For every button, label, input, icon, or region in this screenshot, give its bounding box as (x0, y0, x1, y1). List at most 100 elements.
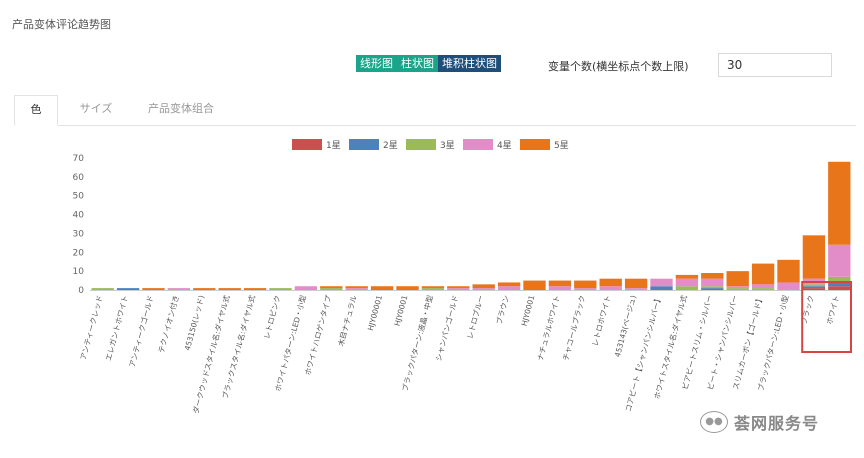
bar-segment (193, 288, 216, 290)
legend-swatch (406, 139, 436, 150)
bar-segment (675, 278, 699, 287)
bar-segment (650, 278, 673, 287)
bar-segment (167, 288, 191, 290)
bar-segment (751, 263, 775, 285)
bar-segment (650, 286, 673, 290)
bar-segment (599, 286, 622, 290)
bar-segment (269, 288, 292, 290)
bar-segment (802, 235, 826, 279)
y-tick-label: 10 (73, 267, 85, 277)
x-tick-label: 453143(ベージュ) (613, 294, 638, 358)
x-tick-label: ナチュラルホワイト (536, 294, 562, 362)
legend-swatch (349, 139, 379, 150)
legend-swatch (520, 139, 550, 150)
bar-segment (675, 286, 699, 290)
bar-segment (574, 280, 597, 289)
y-tick-label: 0 (78, 286, 84, 296)
chart-type-toggle: 线形图 柱状图 堆积柱状图 (356, 55, 501, 72)
bar-segment (497, 286, 521, 290)
bar-segment (574, 288, 597, 290)
bar-segment (523, 280, 546, 290)
stacked-bar-chart-button[interactable]: 堆积柱状图 (438, 55, 501, 72)
x-tick-label: ホワイト (825, 294, 841, 325)
bar-segment (294, 286, 318, 290)
y-tick-label: 70 (73, 154, 85, 164)
legend-label: 4星 (497, 140, 512, 151)
bar-segment (802, 284, 826, 287)
bar-segment (726, 271, 749, 287)
x-tick-label: エレガントホワイト (103, 294, 130, 362)
variant-tabs: 色 サイズ 产品变体组合 (14, 95, 856, 126)
x-tick-label: 木目ナチュラル (335, 293, 358, 347)
bar-segment (345, 286, 368, 289)
x-tick-label: チャコールブラック (560, 294, 587, 362)
x-tick-label: ブラック (798, 294, 815, 326)
tab-variant-combination[interactable]: 产品变体组合 (148, 102, 214, 115)
bar-segment (472, 288, 495, 290)
tab-color[interactable]: 色 (14, 95, 58, 126)
bar-segment (421, 288, 445, 290)
line-chart-button[interactable]: 线形图 (356, 55, 397, 72)
bar-segment (447, 288, 470, 290)
wechat-icon: ●● (700, 411, 728, 433)
bar-segment (828, 276, 851, 283)
tab-size[interactable]: サイズ (79, 102, 113, 115)
bar-segment (370, 286, 394, 290)
bar-segment (320, 286, 343, 289)
bar-segment (421, 286, 445, 289)
bar-segment (701, 273, 724, 279)
legend-swatch (292, 139, 322, 150)
bar-segment (726, 288, 749, 290)
x-tick-label: HJY0001 (393, 294, 410, 327)
bar-segment (701, 278, 724, 287)
page-title: 产品变体评论趋势图 (12, 18, 111, 31)
x-tick-label: ブラウン (494, 294, 511, 326)
bar-segment (726, 286, 749, 289)
bar-segment (624, 288, 648, 290)
bar-segment (142, 288, 165, 290)
bar-segment (751, 284, 775, 289)
bar-segment (497, 282, 521, 287)
x-tick-label: HJY0001 (520, 294, 537, 327)
bar-segment (828, 282, 851, 287)
y-tick-label: 30 (73, 229, 85, 239)
bar-segment (701, 286, 724, 289)
bar-chart-button[interactable]: 柱状图 (397, 55, 438, 72)
x-tick-label: アンティークレッド (79, 294, 105, 361)
legend-swatch (463, 139, 493, 150)
highlight-box (801, 281, 853, 353)
bar-segment (599, 278, 622, 287)
bar-segment (396, 286, 419, 290)
bar-segment (91, 288, 114, 290)
bar-segment (345, 288, 368, 290)
bar-segment (675, 274, 699, 279)
variable-count-label: 变量个数(横坐标点个数上限) (548, 60, 689, 73)
legend-label: 2星 (383, 140, 398, 151)
x-tick-label: レトロピンク (262, 294, 282, 340)
bar-segment (218, 288, 241, 290)
bar-segment (701, 288, 724, 290)
bar-segment (828, 161, 851, 245)
x-tick-label: テクノイオン付き (156, 294, 181, 354)
x-tick-label: HJY00001 (366, 294, 384, 332)
x-tick-label: ホワイトハロゲンタイプ (303, 294, 333, 377)
x-tick-label: シャンパンゴールド (433, 294, 460, 362)
legend-label: 1星 (326, 140, 341, 151)
watermark: ●● 荟网服务号 (700, 410, 819, 434)
x-tick-label: レトロホワイト (590, 294, 612, 347)
x-tick-label: アンティークゴールド (127, 294, 156, 368)
legend-label: 3星 (440, 140, 455, 151)
bar-segment (472, 284, 495, 289)
bar-segment (828, 244, 851, 277)
y-tick-label: 60 (73, 173, 85, 183)
bar-segment (320, 288, 343, 290)
bar-segment (116, 288, 140, 290)
bar-segment (447, 286, 470, 289)
bar-segment (548, 286, 572, 290)
bar-segment (802, 286, 826, 289)
y-tick-label: 40 (73, 211, 85, 221)
y-tick-label: 20 (73, 248, 85, 258)
x-tick-label: レトロブルー (464, 294, 485, 340)
variable-count-input[interactable] (718, 53, 832, 77)
